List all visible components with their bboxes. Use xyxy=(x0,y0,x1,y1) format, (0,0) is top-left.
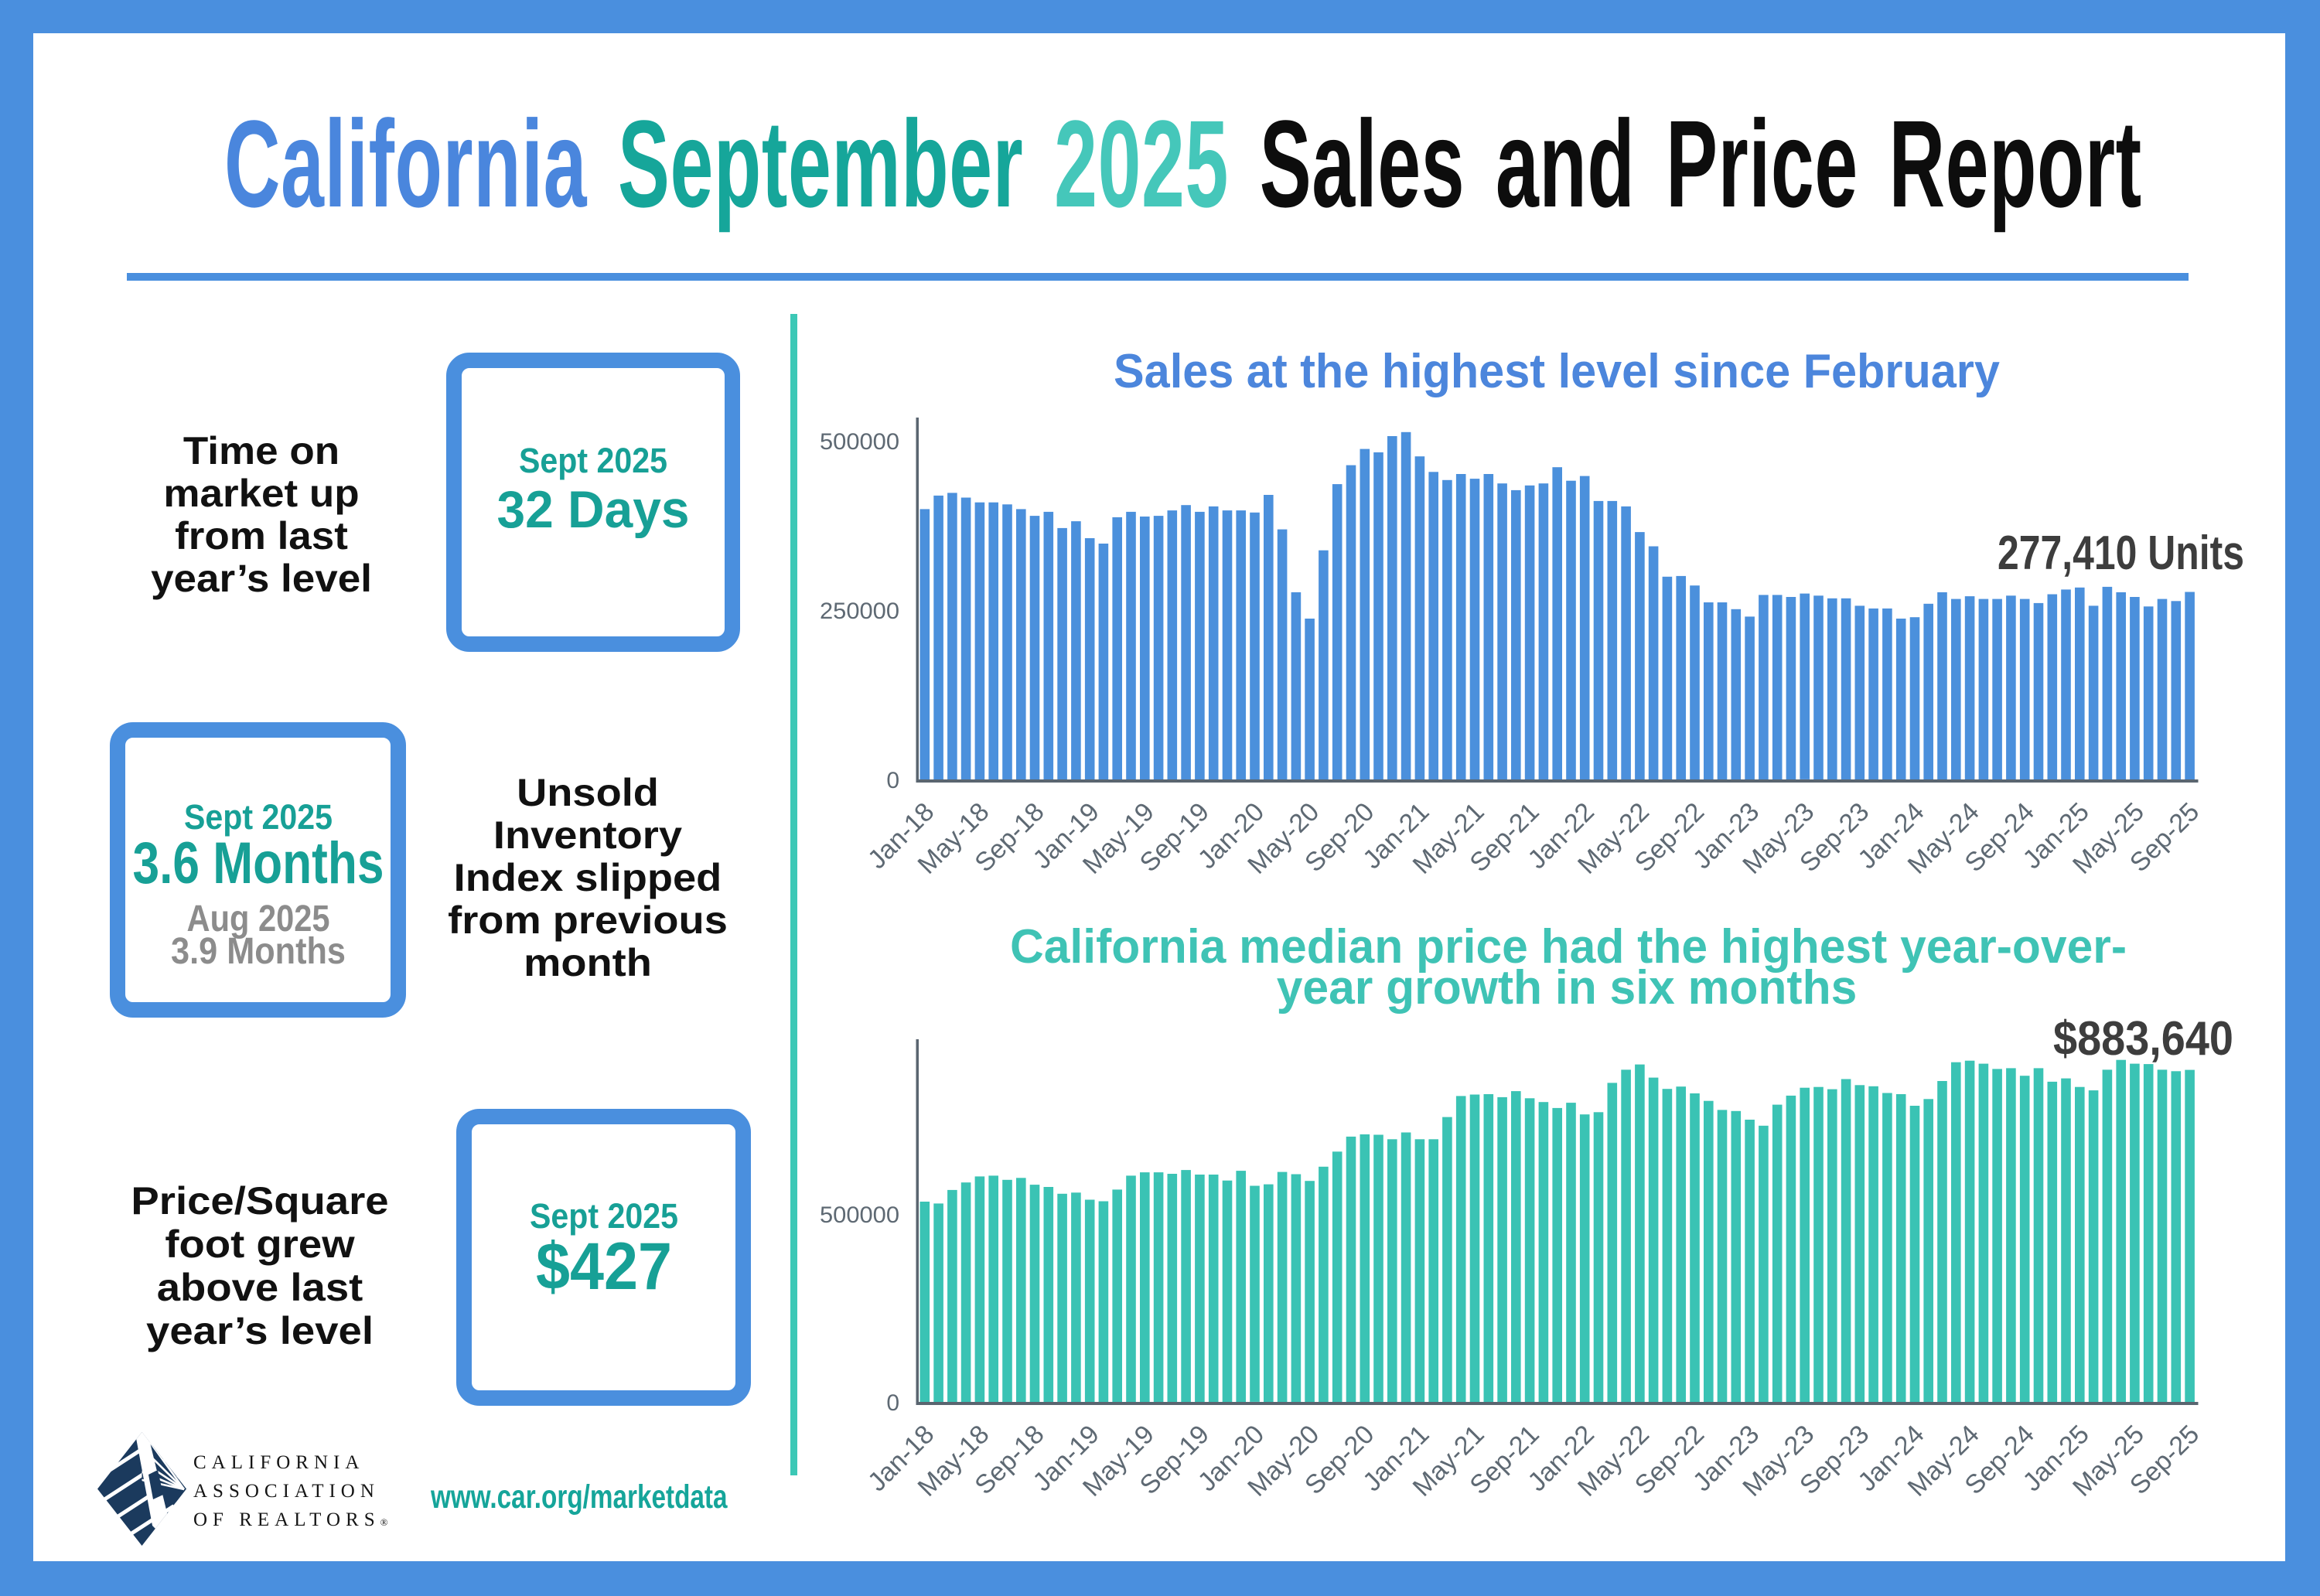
svg-text:0: 0 xyxy=(886,1390,899,1416)
svg-text:250000: 250000 xyxy=(820,598,899,624)
svg-text:500000: 500000 xyxy=(820,1202,899,1228)
svg-text:500000: 500000 xyxy=(820,429,899,455)
svg-text:0: 0 xyxy=(886,768,899,793)
